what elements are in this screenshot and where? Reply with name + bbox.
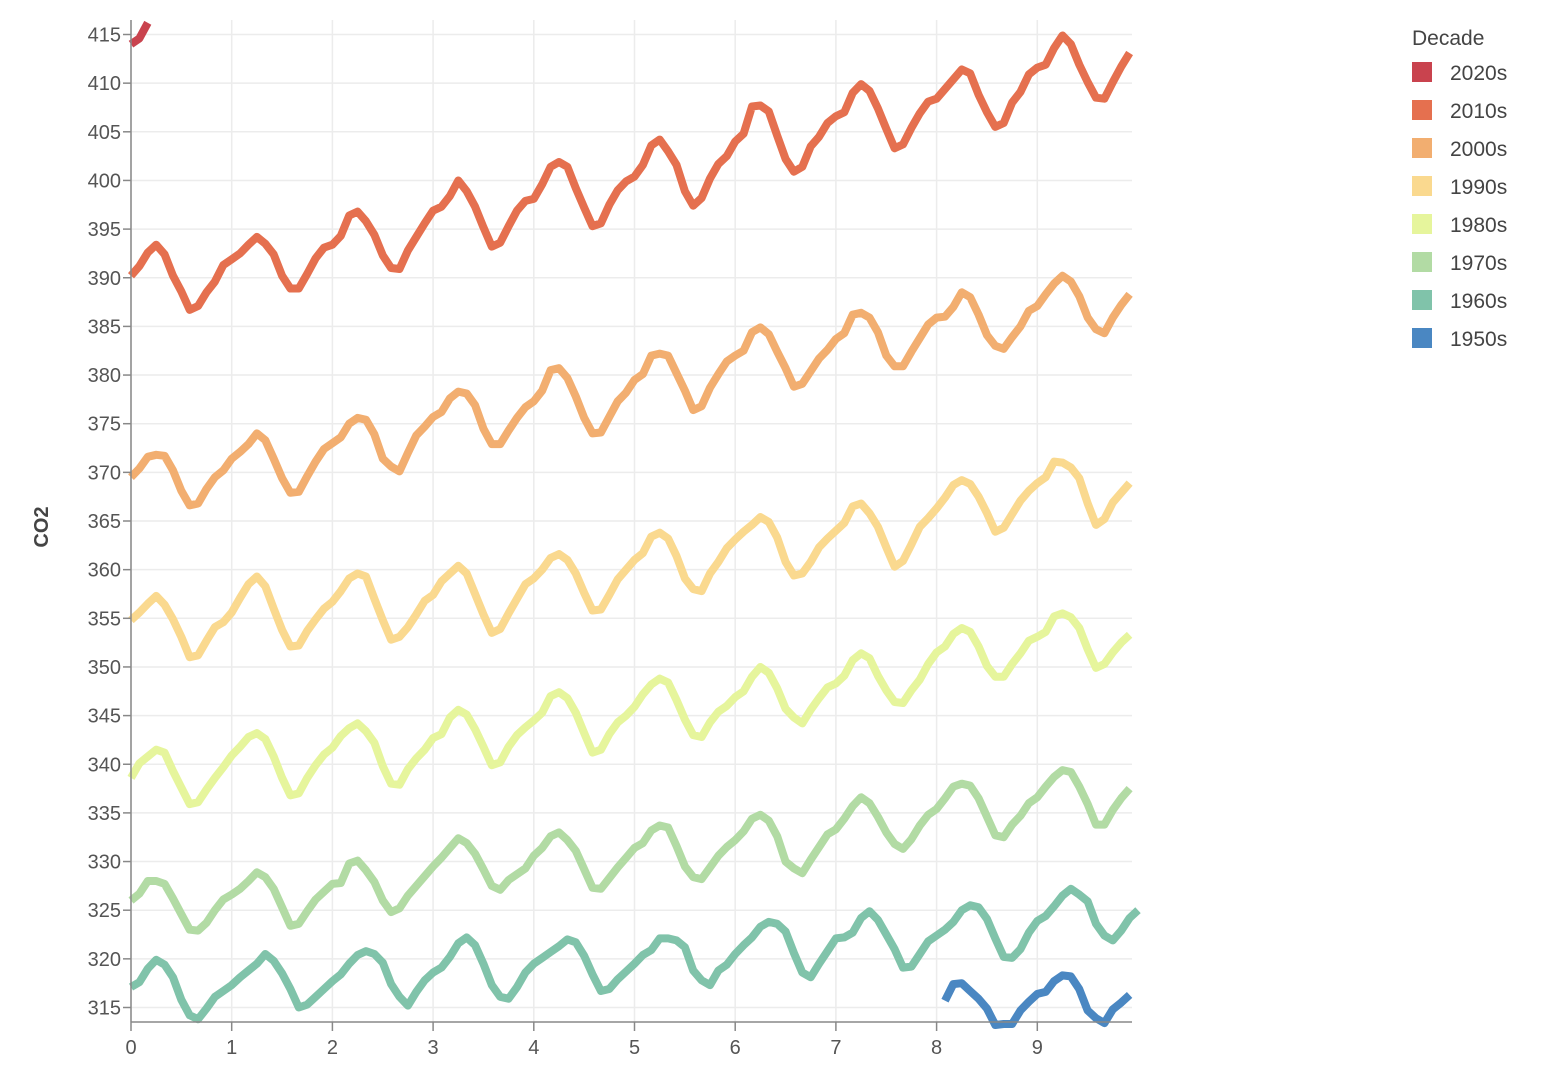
legend-swatch-1970s xyxy=(1412,252,1432,272)
x-tick-label: 3 xyxy=(428,1037,439,1059)
y-tick-label: 415 xyxy=(88,25,121,47)
y-tick-label: 405 xyxy=(88,122,121,144)
x-tick-label: 9 xyxy=(1032,1037,1043,1059)
y-tick-label: 395 xyxy=(88,219,121,241)
y-tick-label: 330 xyxy=(88,852,121,874)
legend: Decade 2020s 2010s 2000s 1990s 1980s 1970s 196… xyxy=(1412,27,1507,351)
y-tick-label: 370 xyxy=(88,462,121,484)
series-line-1980s xyxy=(127,609,1133,809)
legend-swatch-1980s xyxy=(1412,214,1432,234)
series-line-2000s xyxy=(128,271,1133,510)
series-line-1990s xyxy=(128,457,1133,662)
legend-label-1990s: 1990s xyxy=(1450,176,1507,199)
legend-label-1970s: 1970s xyxy=(1450,252,1507,275)
legend-label-2010s: 2010s xyxy=(1450,100,1507,123)
series-line-2010s xyxy=(127,31,1134,314)
x-tick-label: 2 xyxy=(327,1037,338,1059)
x-tick-label: 0 xyxy=(125,1037,136,1059)
x-tick-label: 7 xyxy=(830,1037,841,1059)
y-tick-label: 400 xyxy=(88,170,121,192)
y-tick-label: 315 xyxy=(88,998,121,1020)
y-tick-label: 320 xyxy=(88,949,121,971)
legend-swatch-2020s xyxy=(1412,62,1432,82)
legend-swatch-1960s xyxy=(1412,290,1432,310)
series-line-1950s xyxy=(941,971,1133,1029)
legend-swatch-2000s xyxy=(1412,138,1432,158)
x-tick-label: 4 xyxy=(528,1037,539,1059)
y-tick-label: 350 xyxy=(88,657,121,679)
series-lines xyxy=(127,20,1141,1029)
series-line-1960s xyxy=(128,884,1141,1024)
y-tick-label: 365 xyxy=(88,511,121,533)
series-line-1970s xyxy=(128,766,1133,935)
x-tick-label: 8 xyxy=(931,1037,942,1059)
x-tick-label: 6 xyxy=(730,1037,741,1059)
y-tick-label: 390 xyxy=(88,268,121,290)
legend-swatch-2010s xyxy=(1412,100,1432,120)
legend-label-2000s: 2000s xyxy=(1450,138,1507,161)
series-line-2020s xyxy=(128,20,152,48)
y-tick-label: 325 xyxy=(88,900,121,922)
legend-label-2020s: 2020s xyxy=(1450,62,1507,85)
y-tick-label: 360 xyxy=(88,560,121,582)
y-tick-label: 340 xyxy=(88,754,121,776)
x-tick-label: 5 xyxy=(629,1037,640,1059)
legend-label-1960s: 1960s xyxy=(1450,290,1507,313)
y-tick-label: 355 xyxy=(88,608,121,630)
y-tick-label: 385 xyxy=(88,316,121,338)
y-tick-label: 375 xyxy=(88,414,121,436)
y-tick-label: 345 xyxy=(88,706,121,728)
legend-swatch-1950s xyxy=(1412,328,1432,348)
y-axis-title: CO2 xyxy=(31,506,53,547)
y-tick-label: 410 xyxy=(88,73,121,95)
legend-label-1950s: 1950s xyxy=(1450,328,1507,351)
y-tick-label: 380 xyxy=(88,365,121,387)
grid-lines xyxy=(130,20,1132,1022)
legend-swatch-1990s xyxy=(1412,176,1432,196)
y-tick-label: 335 xyxy=(88,803,121,825)
legend-title: Decade xyxy=(1412,27,1484,50)
x-tick-label: 1 xyxy=(226,1037,237,1059)
axes: 3153203253303353403453503553603653703753… xyxy=(88,20,1132,1059)
legend-label-1980s: 1980s xyxy=(1450,214,1507,237)
